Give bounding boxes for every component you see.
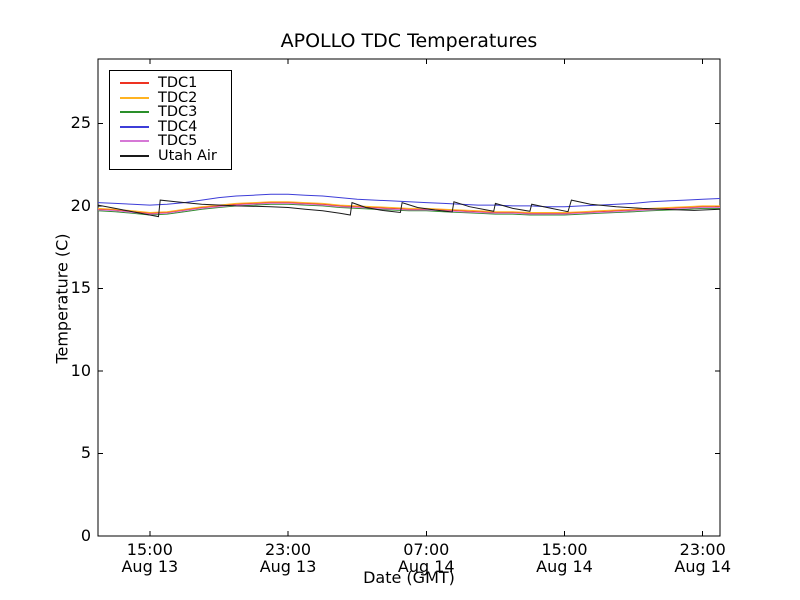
x-tick-date: Aug 14 <box>397 557 455 576</box>
x-tick-date: Aug 14 <box>674 557 732 576</box>
legend-entry-tdc2: TDC2 <box>118 89 223 106</box>
legend-entry-tdc3: TDC3 <box>118 105 223 120</box>
legend-label-tdc5: TDC5 <box>158 133 198 149</box>
series-line-tdc3 <box>97 203 720 216</box>
x-axis-label: Date (GMT) <box>363 568 455 587</box>
legend-label-utah-air: Utah Air <box>158 147 217 164</box>
x-tick-label: 15:00 Aug 13 <box>95 541 205 575</box>
x-tick-date: Aug 13 <box>259 557 317 576</box>
x-tick-label: 23:00 Aug 13 <box>233 541 343 575</box>
tdc5-line-swatch <box>120 140 149 143</box>
series-line-tdc5 <box>97 202 720 215</box>
legend-label-tdc4: TDC4 <box>158 118 198 135</box>
chart-title: APOLLO TDC Temperatures <box>280 30 538 52</box>
legend-label-tdc1: TDC1 <box>158 75 198 91</box>
series-line-utah-air <box>97 199 721 218</box>
x-tick-date: Aug 13 <box>121 557 179 576</box>
series-line-tdc4 <box>97 193 721 208</box>
legend-entry-tdc1: TDC1 <box>118 76 223 91</box>
legend-entry-tdc5: TDC5 <box>118 134 223 149</box>
x-tick-time: 23:00 <box>679 540 726 559</box>
x-tick-time: 23:00 <box>264 540 312 559</box>
series-line-tdc2 <box>97 201 720 214</box>
x-tick-time: 15:00 <box>126 540 173 559</box>
tdc2-line-swatch <box>120 96 149 99</box>
x-tick-time: 07:00 <box>403 540 450 559</box>
legend-box: TDC1 TDC2 TDC3 TDC4 TDC5 Utah Air <box>109 70 232 170</box>
y-tick-label: 5 <box>80 443 91 463</box>
x-tick-date: Aug 14 <box>536 557 593 576</box>
x-tick-label: 07:00 Aug 14 <box>371 541 481 575</box>
utah-air-line-swatch <box>120 154 149 157</box>
x-tick-label: 15:00 Aug 14 <box>510 541 620 575</box>
legend-label-tdc3: TDC3 <box>158 104 198 120</box>
series-line-tdc1 <box>97 202 720 214</box>
tdc4-line-swatch <box>120 125 149 128</box>
legend-entry-tdc4: TDC4 <box>118 118 223 135</box>
y-tick-label: 0 <box>80 526 91 545</box>
x-tick-label: 23:00 Aug 14 <box>648 541 758 575</box>
tdc3-line-swatch <box>120 111 149 114</box>
y-tick-label: 10 <box>70 360 91 380</box>
tdc1-line-swatch <box>120 82 149 85</box>
x-tick-time: 15:00 <box>541 540 588 559</box>
y-tick-label: 25 <box>70 113 91 133</box>
legend-entry-utah-air: Utah Air <box>118 147 223 164</box>
legend-label-tdc2: TDC2 <box>158 89 198 106</box>
y-tick-label: 20 <box>70 195 91 215</box>
y-tick-label: 15 <box>70 278 91 298</box>
plot-frame <box>97 58 721 537</box>
